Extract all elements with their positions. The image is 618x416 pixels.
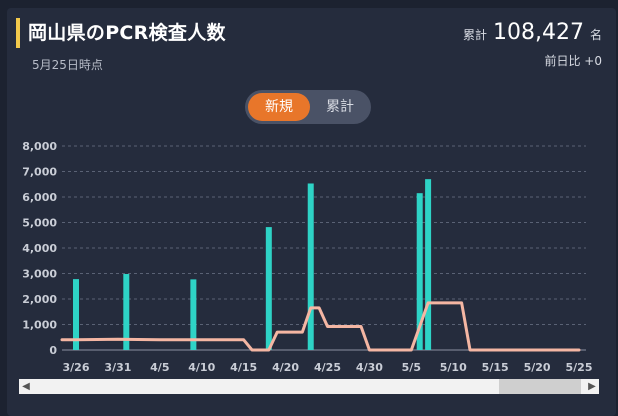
- bar: [73, 279, 79, 350]
- bar: [265, 227, 272, 350]
- y-tick-label: 3,000: [22, 268, 57, 281]
- total-unit: 名: [589, 28, 602, 42]
- x-tick-label: 5/5: [402, 361, 421, 374]
- y-tick-label: 2,000: [22, 293, 57, 306]
- x-tick-label: 4/15: [230, 361, 257, 374]
- total-value: 108,427: [493, 20, 584, 45]
- chart-scrollbar[interactable]: ◀ ▶: [19, 379, 599, 394]
- x-tick-label: 3/31: [104, 361, 131, 374]
- y-tick-label: 6,000: [22, 191, 57, 204]
- x-tick-label: 4/30: [356, 361, 383, 374]
- toggle-new-button[interactable]: 新規: [248, 93, 310, 121]
- x-tick-label: 5/20: [524, 361, 551, 374]
- y-tick-label: 4,000: [22, 242, 57, 255]
- as-of-date: 5月25日時点: [32, 58, 103, 72]
- x-tick-label: 5/25: [566, 361, 593, 374]
- scroll-left-icon[interactable]: ◀: [22, 381, 30, 392]
- bar: [307, 183, 314, 350]
- title-accent-bar: [16, 18, 20, 48]
- x-tick-label: 4/25: [314, 361, 341, 374]
- toggle-cumulative-button[interactable]: 累計: [326, 99, 354, 115]
- y-tick-label: 8,000: [22, 140, 57, 153]
- scrollbar-thumb[interactable]: [499, 379, 581, 394]
- total-summary: 累計 108,427 名: [463, 20, 602, 45]
- bar: [190, 279, 197, 350]
- bar: [416, 193, 423, 350]
- scroll-right-icon[interactable]: ▶: [588, 381, 596, 392]
- y-tick-label: 0: [49, 344, 57, 357]
- x-tick-label: 5/15: [482, 361, 509, 374]
- series-line: [60, 301, 581, 352]
- view-toggle: 新規 累計: [245, 90, 371, 124]
- x-tick-label: 5/10: [440, 361, 467, 374]
- y-tick-label: 7,000: [22, 166, 57, 179]
- total-label: 累計: [462, 28, 487, 42]
- x-tick-label: 4/20: [272, 361, 299, 374]
- y-tick-label: 1,000: [22, 319, 57, 332]
- day-diff: 前日比 +0: [544, 54, 602, 68]
- x-tick-label: 3/26: [63, 361, 90, 374]
- bar: [425, 179, 432, 350]
- x-tick-label: 4/5: [150, 361, 169, 374]
- x-tick-label: 4/10: [188, 361, 215, 374]
- y-tick-label: 5,000: [22, 217, 57, 230]
- chart-title: 岡山県のPCR検査人数: [28, 22, 226, 44]
- bar: [123, 274, 130, 350]
